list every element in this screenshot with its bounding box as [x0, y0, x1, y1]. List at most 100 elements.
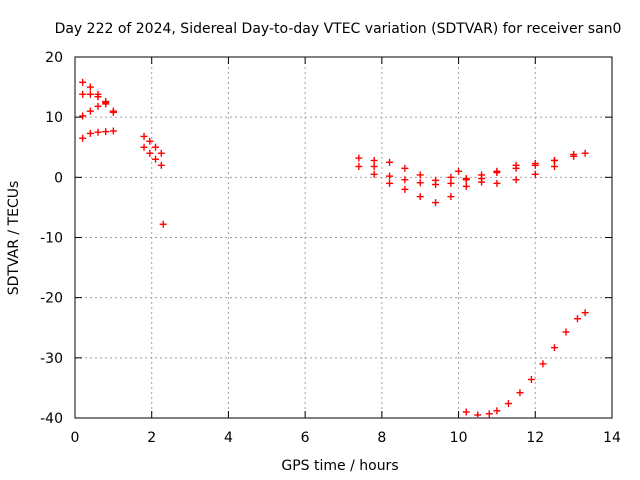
- data-point: [550, 156, 558, 164]
- data-point: [493, 407, 501, 415]
- data-point: [386, 179, 394, 187]
- data-point: [370, 163, 378, 171]
- chart-title: Day 222 of 2024, Sidereal Day-to-day VTE…: [55, 21, 622, 37]
- data-point: [157, 161, 165, 169]
- data-point: [109, 127, 117, 135]
- data-point: [527, 375, 535, 383]
- x-tick-label: 0: [71, 430, 80, 446]
- data-point: [86, 107, 94, 115]
- series-arc-2a: [140, 132, 165, 157]
- data-point: [512, 176, 520, 184]
- data-point: [447, 173, 455, 181]
- data-point: [478, 178, 486, 186]
- y-tick-label: -30: [40, 351, 63, 367]
- y-tick-label: 10: [45, 110, 63, 126]
- x-tick-label: 6: [301, 430, 310, 446]
- data-point: [94, 128, 102, 136]
- data-point: [86, 90, 94, 98]
- data-point: [504, 400, 512, 408]
- data-point: [140, 132, 148, 140]
- data-point: [79, 78, 87, 86]
- data-point: [94, 102, 102, 110]
- x-tick-label: 12: [526, 430, 544, 446]
- data-point: [159, 220, 167, 228]
- data-point: [447, 179, 455, 187]
- data-point: [416, 171, 424, 179]
- data-point: [146, 137, 154, 145]
- data-point: [581, 309, 589, 317]
- y-tick-labels: -40 -30 -20 -10 0 10 20: [40, 50, 63, 427]
- data-point: [562, 328, 570, 336]
- data-point: [539, 360, 547, 368]
- data-point: [432, 176, 440, 184]
- data-point: [401, 185, 409, 193]
- data-point: [86, 129, 94, 137]
- data-point: [432, 199, 440, 207]
- data-point: [573, 315, 581, 323]
- grid-lines: [75, 57, 612, 418]
- data-point: [86, 83, 94, 91]
- x-axis-label: GPS time / hours: [281, 458, 398, 474]
- data-point: [550, 163, 558, 171]
- x-tick-label: 4: [224, 430, 233, 446]
- data-point: [516, 389, 524, 397]
- data-point: [355, 154, 363, 162]
- data-point: [493, 167, 501, 175]
- data-point: [512, 161, 520, 169]
- y-tick-label: 20: [45, 50, 63, 66]
- series-arc-2c: [159, 220, 167, 228]
- data-point: [493, 179, 501, 187]
- data-point: [386, 158, 394, 166]
- data-point: [152, 155, 160, 163]
- data-point: [109, 108, 117, 116]
- data-point: [140, 143, 148, 151]
- series-arc-1c: [79, 98, 110, 120]
- data-point: [102, 128, 110, 136]
- data-point: [157, 149, 165, 157]
- data-point: [386, 172, 394, 180]
- y-tick-label: -20: [40, 291, 63, 307]
- series-arc-3d: [386, 152, 578, 207]
- data-point: [79, 134, 87, 142]
- y-axis-label: SDTVAR / TECUs: [6, 181, 22, 296]
- series-arc-3e: [462, 163, 558, 187]
- series-arc-3a: [355, 154, 378, 171]
- y-tick-label: -40: [40, 411, 63, 427]
- data-point: [462, 182, 470, 190]
- data-point: [370, 156, 378, 164]
- data-point: [447, 193, 455, 201]
- data-point: [531, 170, 539, 178]
- data-point: [462, 175, 470, 183]
- data-point: [79, 112, 87, 120]
- data-points: [79, 78, 589, 419]
- data-point: [474, 411, 482, 419]
- series-arc-3c: [386, 158, 463, 184]
- data-point: [102, 98, 110, 106]
- data-point: [570, 152, 578, 160]
- x-tick-label: 10: [450, 430, 468, 446]
- x-tick-label: 14: [603, 430, 621, 446]
- data-point: [581, 149, 589, 157]
- data-point: [401, 164, 409, 172]
- data-point: [550, 344, 558, 352]
- x-tick-label: 2: [147, 430, 156, 446]
- x-tick-labels: 0 2 4 6 8 10 12 14: [71, 430, 621, 446]
- data-point: [455, 167, 463, 175]
- data-point: [462, 408, 470, 416]
- series-arc-1d: [79, 127, 117, 142]
- data-point: [146, 149, 154, 157]
- data-point: [416, 179, 424, 187]
- data-point: [485, 410, 493, 418]
- axis-ticks: [74, 56, 613, 419]
- y-tick-label: -10: [40, 231, 63, 247]
- data-point: [401, 176, 409, 184]
- data-point: [79, 90, 87, 98]
- data-point: [416, 193, 424, 201]
- series-arc-4: [462, 309, 589, 419]
- series-arc-2b: [140, 143, 165, 169]
- data-point: [152, 143, 160, 151]
- x-tick-label: 8: [377, 430, 386, 446]
- data-point: [94, 93, 102, 101]
- data-point: [531, 159, 539, 167]
